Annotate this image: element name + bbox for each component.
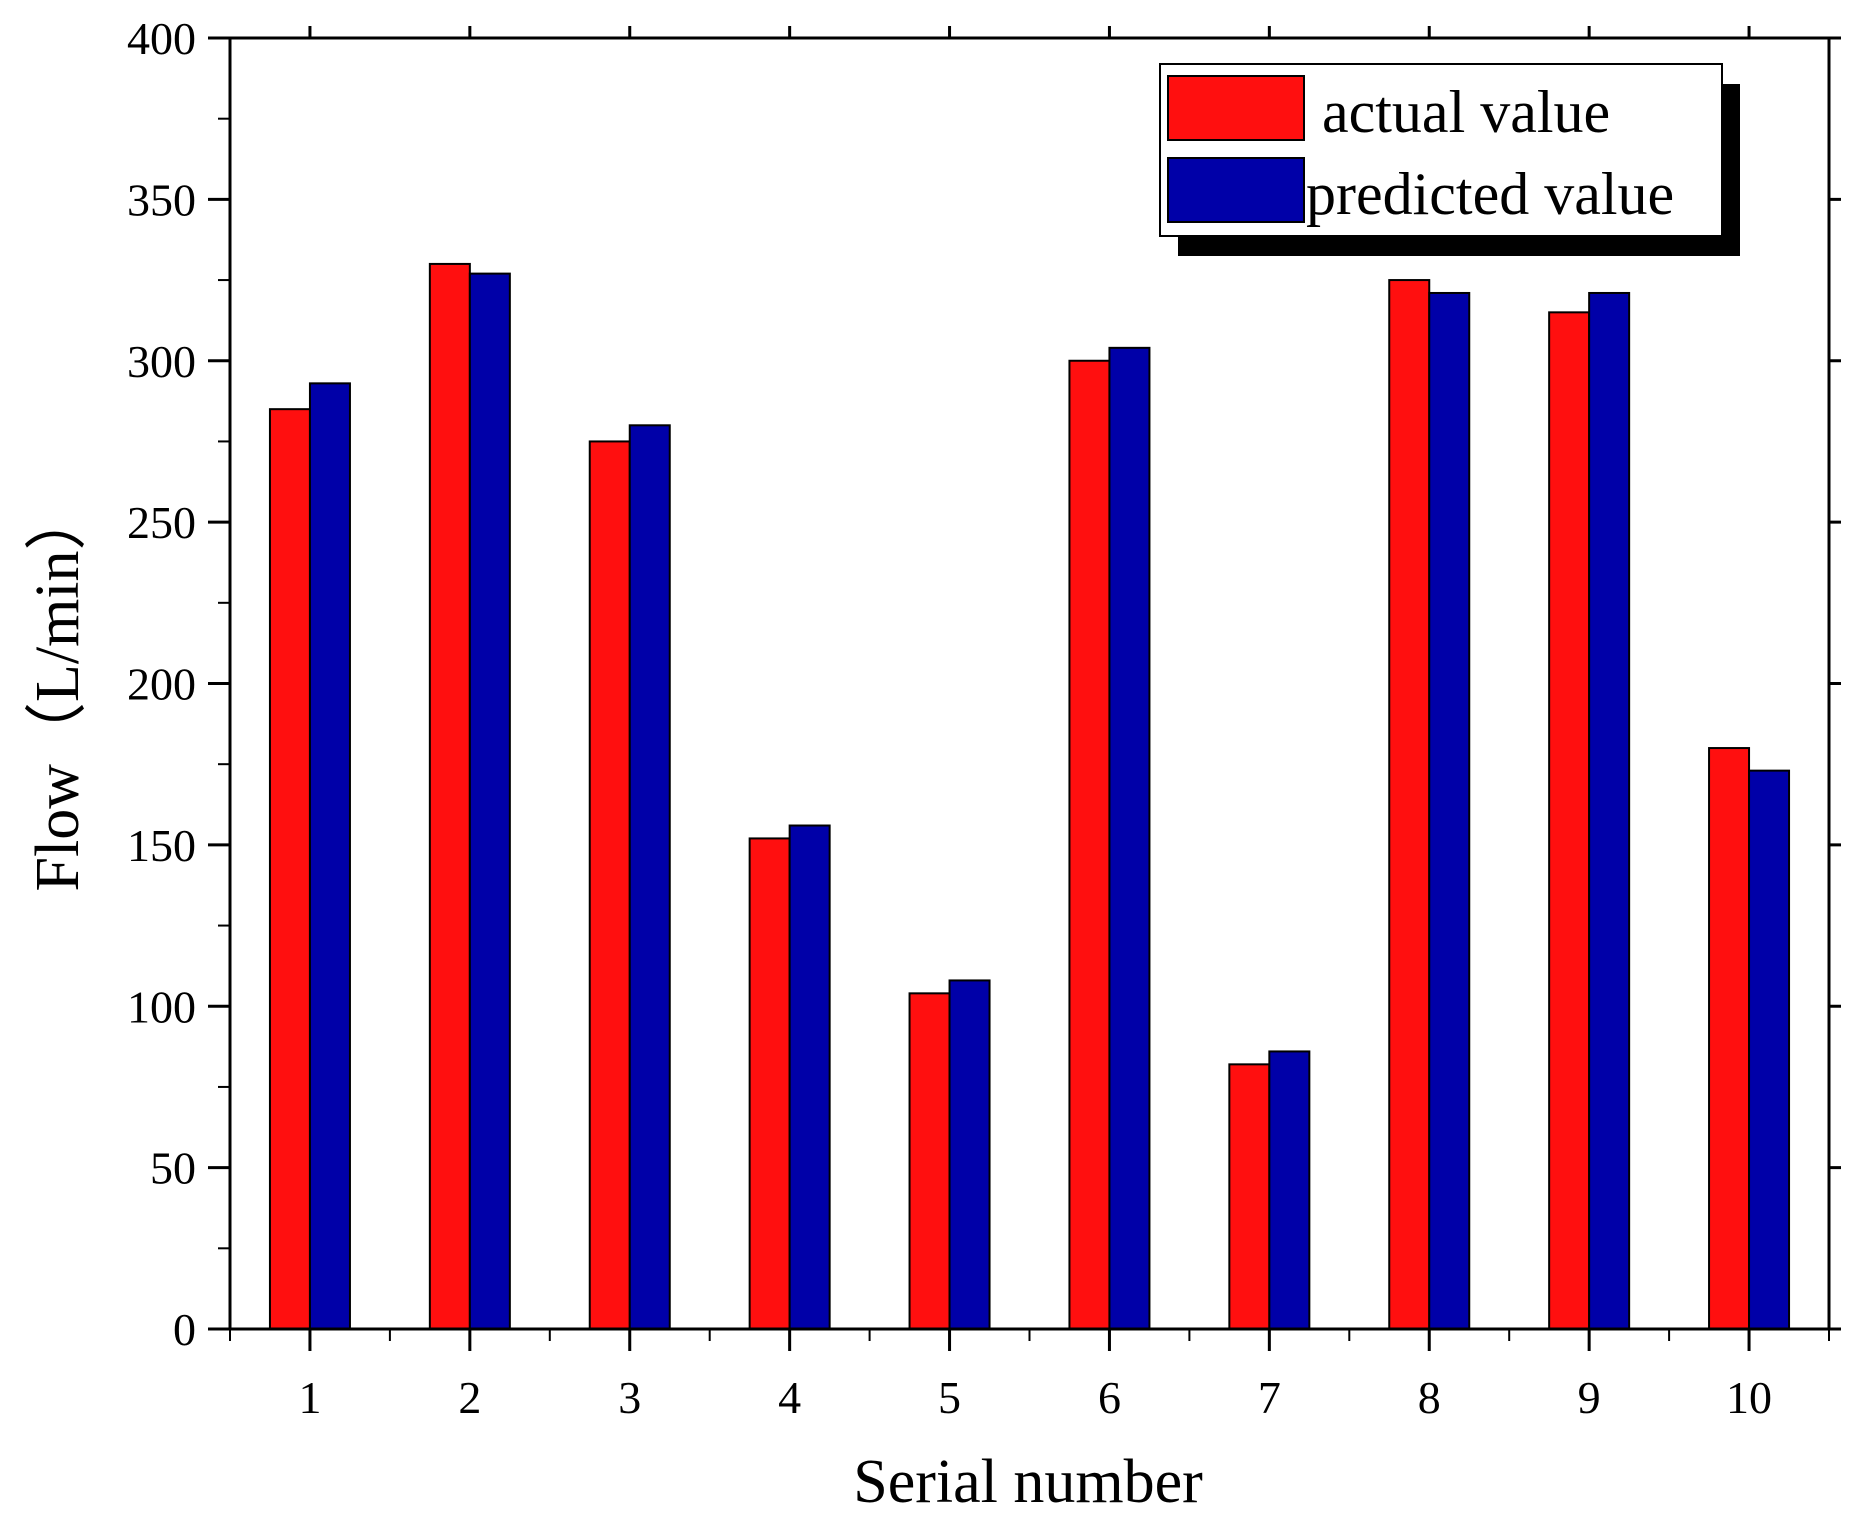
bar-predicted-7	[1268, 1050, 1311, 1331]
legend-label-actual: actual value	[1322, 79, 1610, 145]
ticks-group: 0 50 100 150 200 250 300 350 400 1 2 3 4 5 6 7 8 9 10	[127, 13, 1841, 1423]
legend-swatch-predicted	[1167, 157, 1305, 223]
x-axis-title: Serial number	[853, 1448, 1203, 1516]
bar-predicted-5	[948, 979, 991, 1330]
bar-predicted-9	[1588, 291, 1631, 1330]
x-tick-label: 5	[938, 1372, 961, 1423]
bar-predicted-1	[308, 382, 351, 1330]
bar-predicted-6	[1108, 346, 1151, 1330]
x-tick-label: 2	[458, 1372, 481, 1423]
bar-actual-9	[1548, 311, 1591, 1330]
x-tick-label: 8	[1418, 1372, 1441, 1423]
x-tick-label: 4	[778, 1372, 801, 1423]
bar-actual-7	[1228, 1063, 1271, 1330]
y-tick-label: 150	[127, 820, 196, 871]
y-tick-label: 100	[127, 981, 196, 1032]
legend-label-predicted: predicted value	[1306, 161, 1674, 227]
bar-actual-6	[1068, 359, 1111, 1330]
bar-actual-3	[588, 440, 631, 1330]
x-tick-label: 10	[1726, 1372, 1772, 1423]
x-tick-label: 9	[1578, 1372, 1601, 1423]
bar-predicted-3	[628, 424, 671, 1330]
y-tick-label: 0	[173, 1304, 196, 1355]
bar-actual-2	[428, 262, 471, 1330]
y-tick-label: 250	[127, 497, 196, 548]
bar-predicted-4	[788, 824, 831, 1330]
x-tick-label: 6	[1098, 1372, 1121, 1423]
legend: actual value predicted value	[1159, 63, 1740, 256]
x-tick-label: 1	[298, 1372, 321, 1423]
bar-actual-8	[1388, 279, 1431, 1330]
bar-actual-5	[908, 992, 951, 1331]
x-tick-label: 7	[1258, 1372, 1281, 1423]
y-tick-label: 50	[150, 1143, 196, 1194]
y-tick-label: 350	[127, 174, 196, 225]
y-tick-label: 300	[127, 336, 196, 387]
bar-predicted-10	[1748, 769, 1791, 1330]
bar-predicted-8	[1428, 291, 1471, 1330]
legend-swatch-actual	[1167, 75, 1305, 141]
x-tick-label: 3	[618, 1372, 641, 1423]
y-axis-title: Flow（L/min）	[24, 488, 92, 891]
bar-actual-4	[748, 837, 791, 1330]
bar-actual-1	[268, 408, 311, 1331]
y-tick-label: 200	[127, 659, 196, 710]
y-tick-label: 400	[127, 13, 196, 64]
bar-actual-10	[1708, 747, 1751, 1330]
bars-group	[268, 262, 1791, 1331]
bar-predicted-2	[468, 272, 511, 1330]
